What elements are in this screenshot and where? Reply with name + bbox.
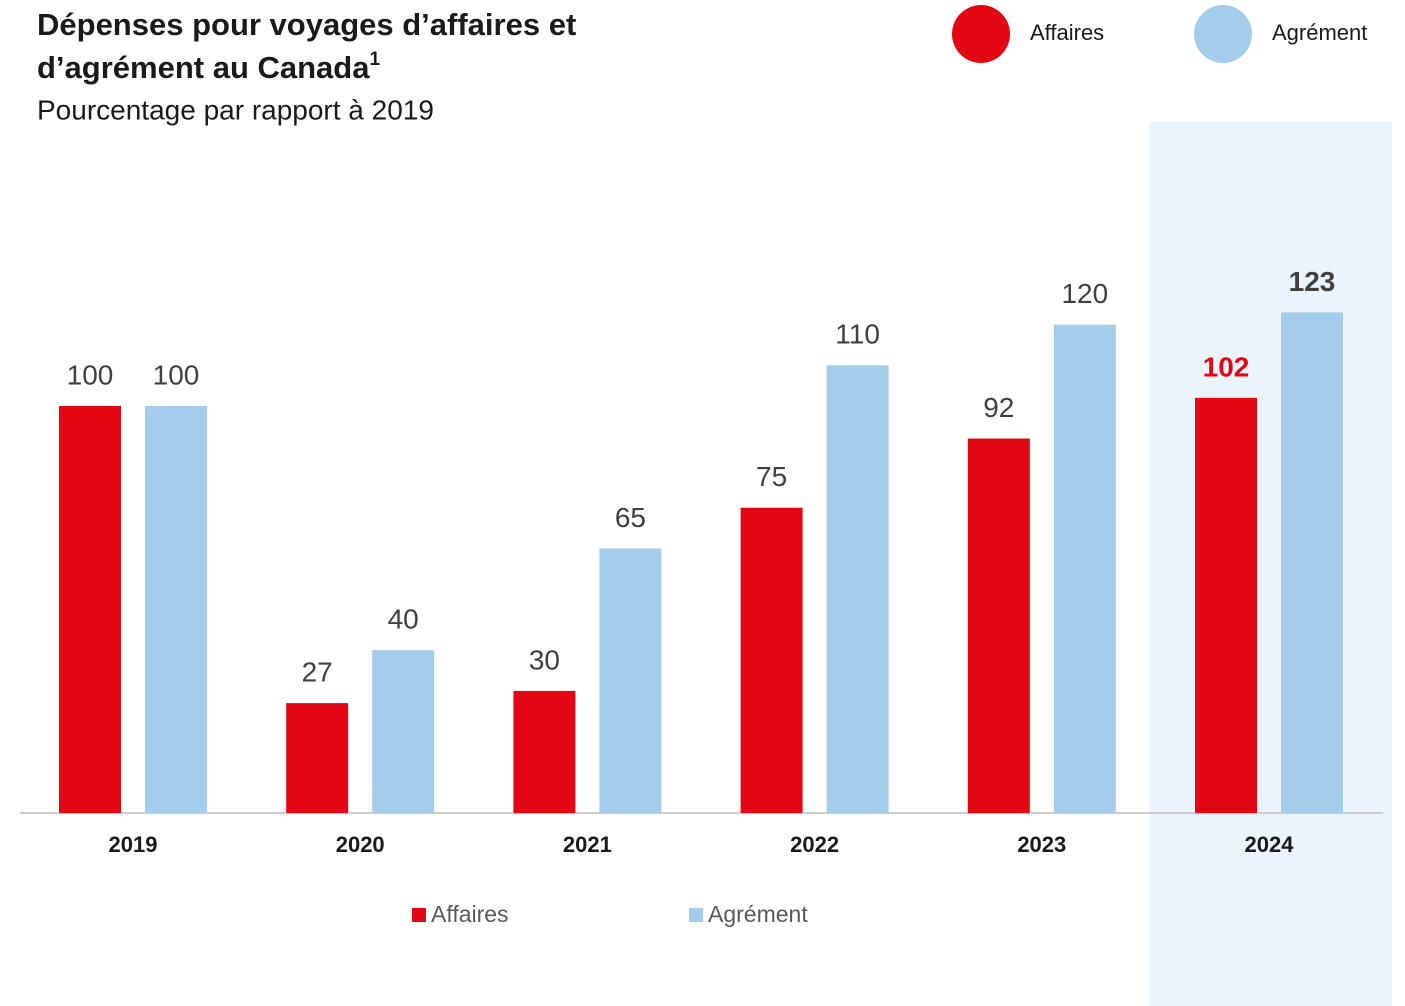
data-label: 30 xyxy=(529,644,560,675)
legend-label: Affaires xyxy=(431,901,509,927)
data-label: 92 xyxy=(983,392,1014,423)
x-tick-label: 2024 xyxy=(1245,832,1295,857)
bar xyxy=(1053,324,1116,813)
legend-swatch xyxy=(689,908,703,922)
chart-title-line: d’agrément au Canada xyxy=(37,50,370,85)
data-label: 75 xyxy=(756,461,787,492)
x-tick-label: 2023 xyxy=(1017,832,1066,857)
chart-title: d’agrément au Canada1 xyxy=(37,49,380,85)
bar xyxy=(286,703,349,813)
footnote-marker: 1 xyxy=(369,49,380,70)
data-label: 102 xyxy=(1203,351,1250,382)
bar xyxy=(740,507,803,813)
legend-label: Affaires xyxy=(1030,20,1104,45)
data-label: 123 xyxy=(1289,266,1336,297)
x-tick-label: 2020 xyxy=(336,832,385,857)
data-label: 110 xyxy=(835,319,880,350)
bar xyxy=(826,365,889,813)
bar xyxy=(372,650,435,813)
bar xyxy=(967,438,1030,813)
bar xyxy=(599,548,662,813)
legend-label: Agrément xyxy=(1272,20,1367,45)
data-label: 120 xyxy=(1061,278,1108,309)
highlight-band xyxy=(1150,122,1392,1006)
bar xyxy=(59,406,121,813)
x-tick-label: 2022 xyxy=(790,832,839,857)
data-label: 100 xyxy=(67,359,114,390)
legend-label: Agrément xyxy=(708,901,808,927)
legend-swatch xyxy=(1194,5,1252,63)
bar xyxy=(145,406,207,813)
x-tick-label: 2019 xyxy=(109,832,158,857)
chart-title: Dépenses pour voyages d’affaires et xyxy=(37,7,576,42)
x-tick-label: 2021 xyxy=(563,832,612,857)
bar xyxy=(1195,397,1257,813)
legend-swatch xyxy=(952,5,1010,63)
data-label: 65 xyxy=(615,502,646,533)
bar xyxy=(1281,312,1343,813)
data-label: 100 xyxy=(153,359,200,390)
data-label: 40 xyxy=(388,604,419,635)
chart-subtitle: Pourcentage par rapport à 2019 xyxy=(37,94,434,125)
bar xyxy=(513,690,576,813)
data-label: 27 xyxy=(302,657,333,688)
legend-swatch xyxy=(412,908,426,922)
